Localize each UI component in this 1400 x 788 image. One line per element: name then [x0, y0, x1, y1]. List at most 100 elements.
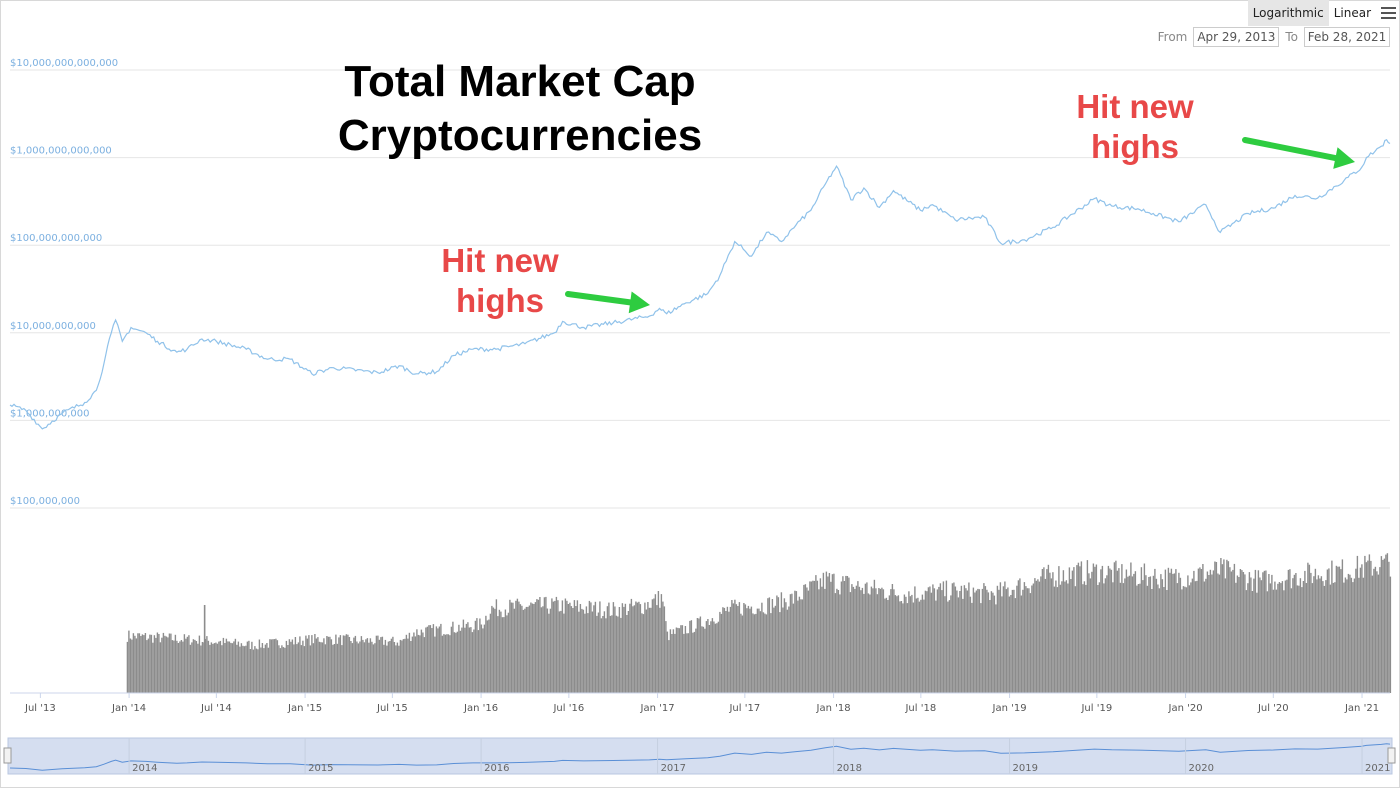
- volume-bar: [594, 601, 597, 693]
- volume-bar: [206, 636, 208, 693]
- volume-bar: [849, 592, 852, 693]
- volume-bar: [426, 626, 429, 693]
- volume-bar: [1127, 576, 1129, 693]
- logarithmic-button[interactable]: Logarithmic: [1247, 0, 1329, 26]
- volume-bar: [795, 591, 798, 693]
- volume-bar: [203, 605, 206, 693]
- volume-bar: [1122, 583, 1125, 693]
- volume-bar: [770, 613, 772, 693]
- volume-bar: [840, 581, 843, 693]
- volume-bar: [714, 623, 717, 693]
- navigator-year-label: 2020: [1189, 763, 1214, 774]
- volume-bar: [656, 605, 658, 693]
- y-tick-label: $100,000,000: [10, 496, 80, 507]
- volume-bar: [885, 597, 888, 693]
- volume-bar: [815, 575, 817, 693]
- volume-bar: [402, 639, 405, 693]
- to-date-input[interactable]: [1304, 27, 1390, 47]
- volume-bar: [221, 645, 223, 693]
- volume-bar: [921, 594, 924, 693]
- volume-bar: [537, 599, 540, 693]
- volume-bar: [614, 606, 616, 693]
- volume-bar: [875, 588, 877, 693]
- volume-bar: [1290, 588, 1293, 693]
- volume-bar: [933, 588, 936, 693]
- volume-bar: [278, 645, 280, 693]
- volume-bar: [1037, 579, 1039, 693]
- volume-bar: [381, 636, 384, 693]
- volume-bar: [647, 602, 649, 693]
- volume-bar: [1302, 581, 1305, 693]
- volume-bar: [1229, 567, 1231, 693]
- volume-bar: [645, 609, 648, 693]
- volume-bar: [767, 598, 769, 693]
- volume-bar: [554, 600, 556, 693]
- volume-bar: [1053, 586, 1056, 693]
- navigator[interactable]: 2014 2015 2016 2017 2018 2019 2020 2021: [3, 737, 1396, 775]
- volume-bar: [833, 573, 835, 693]
- x-tick-label: Jan '18: [816, 703, 851, 714]
- volume-bar: [698, 618, 700, 693]
- volume-bar: [179, 641, 181, 693]
- volume-bar: [303, 646, 306, 693]
- volume-bar: [1088, 573, 1090, 693]
- volume-bar: [783, 598, 786, 693]
- volume-bar: [644, 602, 646, 693]
- volume-bar: [1325, 580, 1327, 693]
- volume-bar: [333, 644, 336, 693]
- volume-bar: [1286, 579, 1288, 693]
- navigator-selection[interactable]: [7, 737, 1393, 775]
- linear-button[interactable]: Linear: [1333, 6, 1371, 20]
- volume-bar: [828, 573, 831, 693]
- volume-bar: [504, 609, 507, 693]
- volume-bar: [257, 649, 259, 693]
- scale-toolbar: Logarithmic Linear: [1247, 0, 1400, 26]
- volume-bar: [252, 649, 255, 693]
- hamburger-menu-icon[interactable]: [1376, 0, 1400, 26]
- volume-bar: [761, 602, 763, 693]
- navigator-left-handle[interactable]: [3, 747, 12, 764]
- volume-bar: [185, 638, 187, 693]
- volume-bar: [1010, 595, 1012, 693]
- volume-bar: [212, 643, 214, 693]
- volume-bar: [321, 642, 324, 693]
- volume-bar: [663, 606, 666, 693]
- volume-bar: [545, 596, 547, 693]
- volume-bar: [1071, 570, 1074, 693]
- volume-bar: [903, 594, 906, 693]
- volume-bar: [1373, 568, 1375, 693]
- volume-bar: [1133, 573, 1135, 693]
- volume-bar: [143, 635, 145, 693]
- chart-title-line-2: Cryptocurrencies: [338, 111, 702, 160]
- volume-bar: [1227, 561, 1230, 693]
- volume-bar: [764, 613, 766, 693]
- navigator-right-handle[interactable]: [1387, 747, 1396, 764]
- volume-bar: [1139, 583, 1141, 693]
- volume-bar: [939, 583, 942, 693]
- volume-bar: [774, 605, 777, 693]
- from-date-input[interactable]: [1193, 27, 1280, 47]
- volume-bar: [765, 614, 768, 693]
- volume-bar: [348, 637, 351, 693]
- volume-bar: [884, 598, 886, 693]
- x-tick-label: Jan '15: [287, 703, 322, 714]
- volume-bar: [924, 590, 927, 693]
- y-tick-label: $10,000,000,000,000: [10, 58, 118, 69]
- volume-bar: [1163, 587, 1165, 693]
- volume-bar: [275, 638, 277, 693]
- volume-bar: [737, 606, 739, 693]
- volume-bar: [576, 600, 579, 693]
- volume-bar: [1157, 584, 1159, 693]
- volume-bar: [605, 618, 607, 693]
- volume-bar: [711, 618, 714, 693]
- volume-bar: [1160, 574, 1162, 693]
- volume-bar: [210, 642, 213, 693]
- volume-bar: [839, 594, 841, 693]
- volume-bar: [633, 605, 636, 693]
- volume-bar: [156, 632, 159, 693]
- volume-bar: [1335, 565, 1338, 693]
- volume-bar: [995, 604, 997, 693]
- volume-bar: [134, 635, 136, 693]
- volume-bar: [1361, 564, 1363, 693]
- volume-bar: [299, 636, 301, 693]
